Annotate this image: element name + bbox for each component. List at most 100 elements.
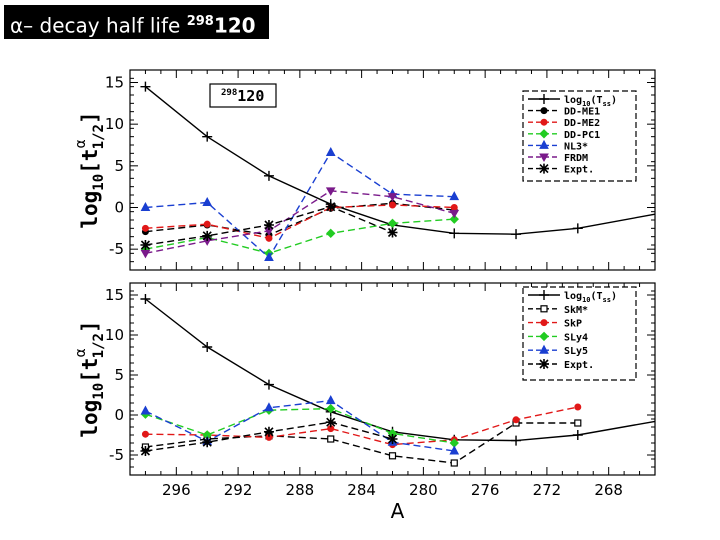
series-line — [145, 422, 578, 464]
data-point — [140, 405, 151, 415]
data-point — [140, 201, 151, 211]
x-tick-label: 268 — [594, 481, 623, 499]
data-point — [387, 218, 398, 229]
data-point — [265, 234, 273, 242]
data-point — [202, 196, 213, 206]
data-point — [325, 146, 336, 156]
legend-label-part: ss — [603, 100, 611, 108]
x-axis-label: A — [391, 499, 405, 523]
data-point — [574, 419, 582, 427]
data-point — [449, 445, 460, 455]
y-tick-label: 5 — [114, 157, 124, 175]
series-line — [145, 407, 455, 444]
data-point — [140, 294, 151, 304]
legend-marker — [539, 344, 549, 354]
legend-marker — [540, 319, 548, 327]
legend-label-part: ) — [611, 95, 617, 106]
data-point — [141, 224, 149, 232]
legend-label-part: 10 — [582, 296, 590, 304]
series-NL3* — [140, 146, 460, 261]
legend-label: FRDM — [564, 153, 588, 164]
data-point — [512, 416, 520, 424]
legend-label-part: log — [564, 291, 582, 302]
legend-label-part: (T — [591, 95, 603, 106]
y-tick-label: 10 — [105, 115, 124, 133]
data-point — [449, 214, 459, 224]
x-tick-label: 284 — [347, 481, 376, 499]
data-point — [511, 435, 522, 446]
y-axis-label-half: 1/2 — [91, 333, 107, 358]
legend-label-part: (T — [591, 291, 603, 302]
data-point — [389, 201, 396, 209]
legend-label: SLy5 — [564, 346, 588, 357]
data-point — [263, 379, 274, 390]
data-point — [572, 223, 583, 234]
legend: log10(Tss)DD-ME1DD-ME2DD-PC1NL3*FRDMExpt… — [522, 90, 637, 182]
data-point — [203, 220, 211, 228]
data-point — [387, 227, 398, 238]
y-tick-label: 15 — [105, 286, 124, 304]
series-line — [145, 399, 455, 452]
nucleus-annotation-mass: 298 — [221, 88, 237, 98]
data-point — [140, 446, 151, 456]
legend-label: SLy4 — [564, 332, 588, 343]
series-Expt. — [140, 417, 398, 456]
legend-label: log10(Tss) — [564, 95, 617, 108]
nucleus-annotation: 298120 — [221, 87, 264, 105]
y-tick-label: -5 — [109, 446, 124, 464]
data-point — [511, 229, 522, 240]
data-point — [327, 435, 335, 443]
series-SLy5 — [140, 395, 460, 455]
legend-marker — [539, 153, 549, 163]
data-point — [326, 228, 336, 239]
data-point — [449, 209, 460, 219]
data-point — [202, 230, 213, 241]
chart-title: α– decay half life 298120 — [4, 5, 269, 39]
data-point — [140, 249, 151, 259]
nucleus-annotation-box — [209, 83, 277, 108]
y-axis-label-bracket: ] — [78, 111, 102, 124]
y-axis-label-log: log — [78, 400, 102, 438]
y-tick-label: 15 — [105, 74, 124, 92]
y-axis-label-sub: 10 — [91, 174, 107, 191]
y-tick-label: 5 — [114, 366, 124, 384]
x-tick-label: 272 — [533, 481, 562, 499]
data-point — [450, 459, 458, 467]
title-prefix: α– decay half life — [10, 13, 187, 38]
y-tick-label: 0 — [114, 406, 124, 424]
y-axis-label-alpha: α — [73, 139, 89, 148]
data-point — [388, 452, 397, 460]
data-point — [387, 434, 398, 444]
x-tick-label: 288 — [286, 481, 315, 499]
series-Expt. — [140, 201, 398, 250]
x-tick-label: 296 — [162, 481, 191, 499]
data-point — [141, 430, 149, 438]
legend-marker — [539, 359, 549, 369]
y-axis-label-half: 1/2 — [91, 124, 107, 149]
nucleus-annotation-element: 120 — [237, 87, 264, 105]
y-axis-label-sub: 10 — [91, 383, 107, 400]
title-element: 120 — [213, 13, 256, 38]
legend-label-part: ss — [603, 296, 611, 304]
y-axis-label-bracket: ] — [78, 320, 102, 333]
legend-label: SkP — [564, 319, 582, 330]
legend-marker — [540, 305, 548, 313]
data-point — [325, 187, 336, 196]
y-axis-label-t: [t — [78, 149, 102, 174]
data-point — [325, 395, 336, 405]
y-axis-label-t: [t — [78, 358, 102, 383]
legend-label: Expt. — [564, 360, 594, 371]
y-tick-label: 0 — [114, 199, 124, 217]
legend-label: DD-ME2 — [564, 118, 600, 129]
x-tick-label: 280 — [409, 481, 438, 499]
data-point — [202, 437, 213, 448]
x-tick-label: 292 — [224, 481, 253, 499]
legend-label: DD-ME1 — [564, 107, 600, 118]
legend-label: SkM* — [564, 305, 588, 316]
legend-marker — [539, 94, 549, 104]
data-point — [202, 131, 213, 142]
data-point — [325, 417, 336, 428]
title-mass-number: 298 — [186, 14, 214, 29]
